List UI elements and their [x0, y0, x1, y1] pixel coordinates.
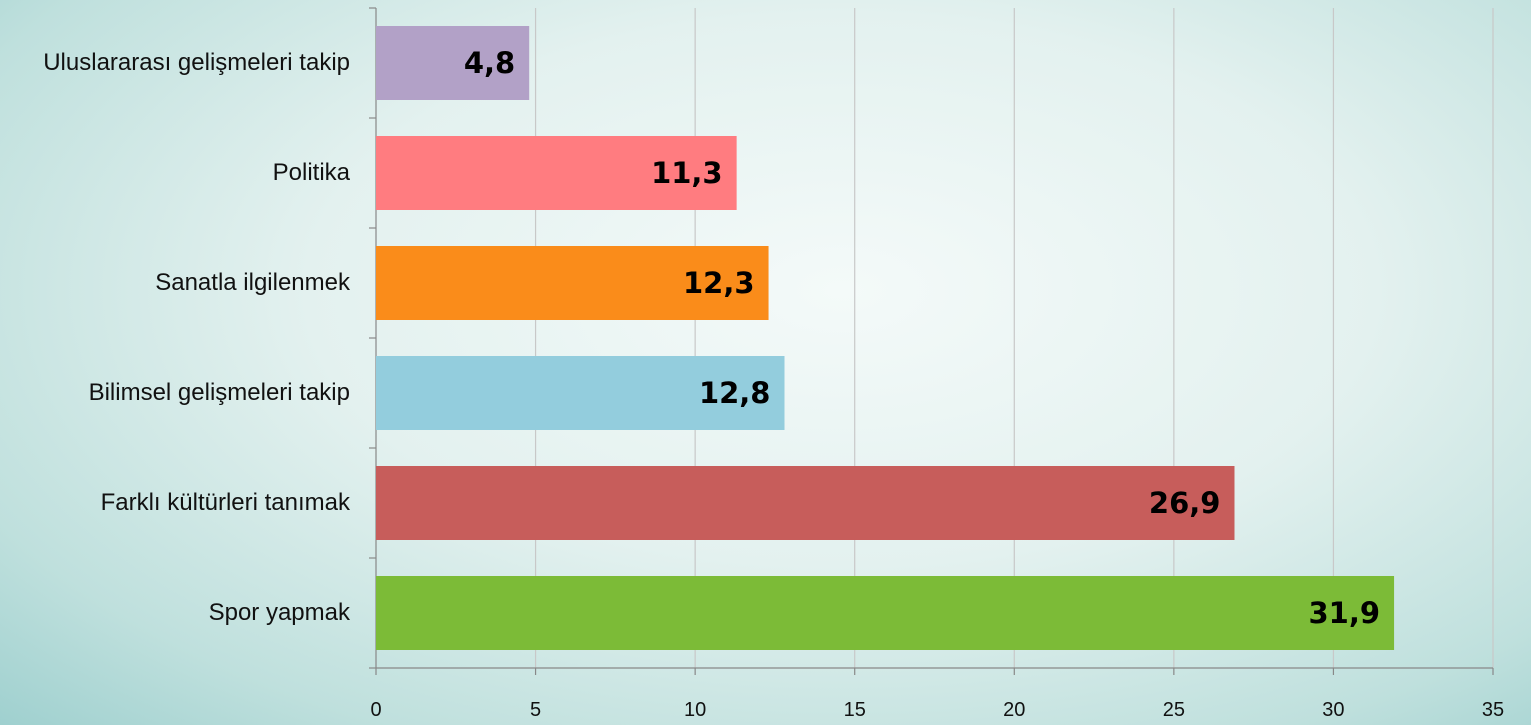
bar: [376, 246, 769, 320]
y-tick-label: Sanatla ilgilenmek: [155, 269, 350, 296]
bar: [376, 136, 737, 210]
y-tick-label: Politika: [272, 159, 350, 186]
value-label: 12,8: [699, 376, 771, 410]
value-label: 11,3: [651, 156, 723, 190]
bar: [376, 466, 1235, 540]
x-tick-label: 15: [844, 699, 866, 721]
y-tick-label: Farklı kültürleri tanımak: [100, 489, 350, 516]
x-tick-label: 30: [1322, 699, 1344, 721]
y-tick-label: Bilimsel gelişmeleri takip: [88, 379, 350, 406]
value-label: 26,9: [1149, 486, 1221, 520]
x-tick-label: 20: [1003, 699, 1025, 721]
x-tick-label: 5: [530, 699, 541, 721]
value-label: 12,3: [683, 266, 755, 300]
x-tick-label: 10: [684, 699, 706, 721]
x-tick-label: 0: [370, 699, 381, 721]
y-tick-label: Uluslararası gelişmeleri takip: [43, 49, 350, 76]
y-tick-label: Spor yapmak: [208, 599, 350, 626]
bar: [376, 26, 530, 100]
x-tick-label: 25: [1163, 699, 1185, 721]
bar: [376, 356, 785, 430]
value-label: 4,8: [464, 46, 515, 80]
value-label: 31,9: [1309, 596, 1381, 630]
bar: [376, 576, 1395, 650]
x-tick-label: 35: [1482, 699, 1504, 721]
